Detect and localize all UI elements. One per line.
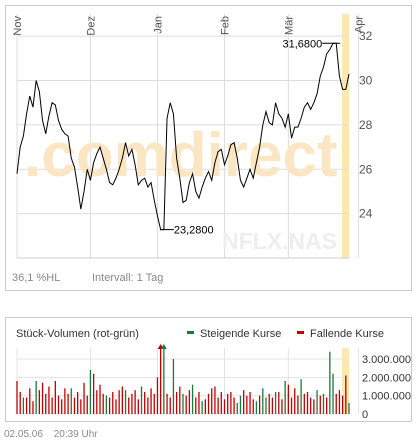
price-y-tick-label: 24 [359,207,373,221]
volume-y-tick-label: 1.000.000 [362,391,411,403]
legend-up-swatch [187,331,194,334]
price-x-tick-label: Apr [354,16,366,33]
volume-y-tick-label: 0 [362,409,368,421]
price-x-tick-label: Feb [220,16,232,35]
interval-label: Intervall: 1 Tag [92,272,163,284]
current-month-highlight [342,14,349,258]
price-chart: .comdirect NFLX.NAS NovDezJanFebMärAprMa… [12,14,373,284]
volume-chart-panel: Stück-Volumen (rot-grün) Steigende Kurse… [5,317,412,422]
price-line [16,42,350,231]
price-x-axis: NovDezJanFebMärAprMai [12,16,366,36]
volume-y-tick-label: 3.000.000 [362,354,411,366]
price-chart-panel: .comdirect NFLX.NAS NovDezJanFebMärAprMa… [5,5,412,291]
volume-bars [16,344,350,414]
watermark-ticker: NFLX.NAS [222,228,337,254]
volume-y-axis: 3.000.000 2.000.000 1.000.000 0 [362,354,411,421]
price-y-tick-label: 32 [359,29,373,43]
hl-stat: 36,1 %HL [12,272,60,284]
price-y-tick-label: 30 [359,74,373,88]
footer-date: 02.05.06 [4,429,43,440]
legend-down-label: Fallende Kurse [310,328,384,340]
annotation-low-label: 23,2800 [174,225,214,237]
volume-y-tick-label: 2.000.000 [362,372,411,384]
price-y-tick-label: 28 [359,118,373,132]
legend-down-swatch [297,331,304,334]
price-y-axis: 24 26 28 30 32 [359,29,373,220]
footer-time: 20:39 Uhr [53,429,98,440]
price-x-tick-label: Dez [85,16,97,36]
price-annotations: 31,6800 23,2800 [159,38,341,237]
price-y-tick-label: 26 [359,162,373,176]
volume-grid [16,348,360,415]
price-x-tick-label: Jan [152,16,164,34]
price-x-tick-label: Nov [12,16,24,36]
volume-overflow-arrow [160,344,167,349]
legend-up-label: Steigende Kurse [200,328,281,340]
price-x-tick-label: Mär [283,16,295,35]
annotation-high-label: 31,6800 [282,38,322,50]
price-grid [16,14,360,259]
volume-chart: Stück-Volumen (rot-grün) Steigende Kurse… [16,328,411,421]
footer: 02.05.06 20:39 Uhr [4,429,106,440]
volume-title: Stück-Volumen (rot-grün) [16,328,139,340]
